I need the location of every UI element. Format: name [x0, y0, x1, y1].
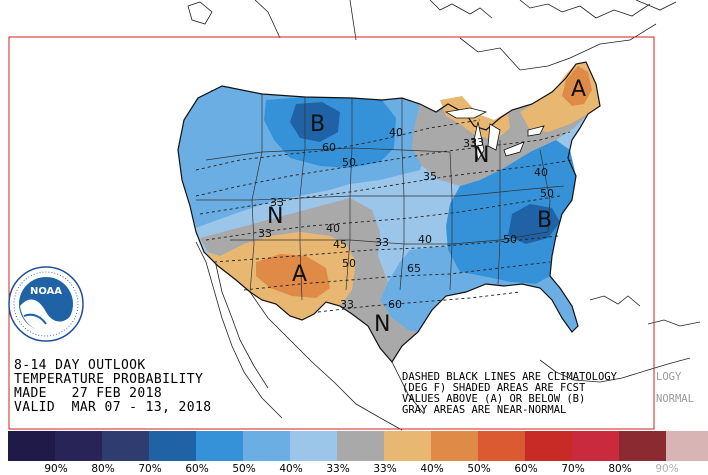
great-lakes — [444, 107, 545, 162]
contour-label: 33 — [270, 196, 284, 209]
contour-label: 65 — [407, 262, 421, 275]
west-pale-band — [196, 184, 350, 240]
noaa-logo-text: NOAA — [29, 286, 63, 297]
legend-swatch — [243, 431, 290, 461]
note-line-4: GRAY AREAS ARE NEAR-NORMAL — [402, 404, 567, 416]
legend-label: 70% — [138, 463, 162, 475]
map-frame — [8, 36, 655, 430]
contour-label: 45 — [333, 238, 347, 251]
note-line-1: DASHED BLACK LINES ARE CLIMATOLOGY — [402, 371, 617, 383]
contour-label: 50 — [342, 257, 356, 270]
legend-swatch — [525, 431, 572, 461]
contour-label: 60 — [322, 141, 336, 154]
title-line-4: VALID MAR 07 - 13, 2018 — [14, 400, 212, 415]
contour-label: 33 — [470, 136, 484, 149]
legend-swatch — [8, 431, 55, 461]
legend-label: 70% — [561, 463, 585, 475]
legend-swatch — [384, 431, 431, 461]
legend-label: 40% — [279, 463, 303, 475]
legend-label: 50% — [232, 463, 256, 475]
noaa-logo: NOAA — [8, 266, 84, 342]
contour-label: 33 — [463, 137, 477, 150]
note-line-2: (DEG F) SHADED AREAS ARE FCST — [402, 382, 586, 394]
contour-label: 33 — [258, 227, 272, 240]
legend-swatch — [102, 431, 149, 461]
contour-label: 50 — [540, 187, 554, 200]
legend-label: 60% — [185, 463, 209, 475]
legend-label: 33% — [373, 463, 397, 475]
contour-label: 40 — [326, 222, 340, 235]
legend-label: 90% — [655, 463, 679, 475]
legend-swatch — [149, 431, 196, 461]
legend-label: 60% — [514, 463, 538, 475]
legend-label: 80% — [91, 463, 115, 475]
title-line-2: TEMPERATURE PROBABILITY — [14, 372, 204, 387]
note-overflow-1: LOGY — [656, 371, 682, 383]
carolinas-dark-blue — [508, 204, 560, 244]
legend-label: 50% — [467, 463, 491, 475]
legend-swatch — [431, 431, 478, 461]
region-letter-a-southwest: A — [292, 262, 308, 287]
contour-label: 33 — [340, 298, 354, 311]
legend-swatch — [572, 431, 619, 461]
legend-label: 33% — [326, 463, 350, 475]
contour-label: 50 — [503, 233, 517, 246]
contour-label: 60 — [388, 298, 402, 311]
contour-label: 50 — [342, 156, 356, 169]
legend-label: 90% — [44, 463, 68, 475]
region-letter-n-central-rockies: N — [267, 204, 284, 229]
legend-swatch — [619, 431, 666, 461]
legend-swatch — [337, 431, 384, 461]
noaa-seal-icon — [8, 266, 84, 342]
note-overflow-3: NORMAL — [656, 393, 694, 405]
gulf-light-blue — [380, 246, 578, 332]
contour-label: 40 — [534, 166, 548, 179]
region-letter-b-carolinas: B — [537, 208, 553, 233]
legend-label: 80% — [608, 463, 632, 475]
northeast-above-medium — [562, 66, 592, 106]
legend-swatch — [666, 431, 708, 461]
contour-label: 40 — [389, 126, 403, 139]
legend-swatch — [55, 431, 102, 461]
region-letter-a-northeast: A — [571, 77, 587, 102]
region-letter-n-texas: N — [374, 312, 391, 337]
legend-swatch — [290, 431, 337, 461]
legend-swatch — [196, 431, 243, 461]
texas-near-normal — [340, 256, 418, 362]
north-plains-dark-blue — [290, 102, 340, 142]
state-boundaries — [196, 94, 565, 301]
neighbor-outlines — [187, 0, 701, 431]
region-letter-b-north-plains: B — [310, 112, 326, 137]
southeast-medium-blue — [446, 140, 576, 284]
contour-label: 33 — [375, 236, 389, 249]
conus-outline — [177, 61, 601, 364]
legend-swatch — [478, 431, 525, 461]
region-letter-n-great-lakes: N — [473, 143, 490, 168]
title-line-1: 8-14 DAY OUTLOOK — [14, 358, 146, 373]
note-line-3: VALUES ABOVE (A) OR BELOW (B) — [402, 393, 586, 405]
legend-label: 40% — [420, 463, 444, 475]
contour-label: 35 — [423, 170, 437, 183]
contour-label: 40 — [418, 233, 432, 246]
title-line-3: MADE 27 FEB 2018 — [14, 386, 163, 401]
